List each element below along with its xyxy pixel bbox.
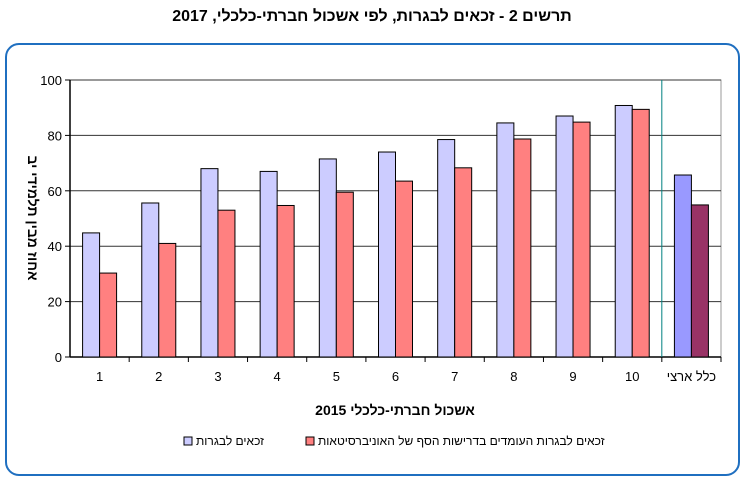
bar-eligible [437,139,456,358]
x-tick-label: 2 [155,369,162,384]
x-tick-label: 1 [96,369,103,384]
bar-eligible [259,170,278,358]
bar-threshold [335,191,354,358]
bar-threshold [631,108,650,358]
x-tick-label: 4 [274,369,281,384]
x-tick-label: 6 [392,369,399,384]
bar-eligible [141,202,160,358]
legend-label-threshold: זכאים לבגרות העומדים בדרישות הסף של האונ… [318,434,605,448]
legend-label-eligible: זכאים לבגרות [196,434,264,448]
bar-threshold [395,180,413,358]
y-tick-label: 20 [48,295,62,310]
bar-eligible [82,232,101,358]
bar-threshold [513,138,532,358]
x-tick-label: 3 [214,369,221,384]
x-tick-label: כלל ארצי [667,369,717,384]
y-tick-label: 40 [48,239,62,254]
y-tick-label: 80 [48,128,62,143]
bar-threshold [276,204,295,358]
bar-eligible [496,122,515,358]
bar-eligible [378,151,396,358]
bar-eligible [673,174,692,358]
bar-eligible [555,115,574,358]
bar-threshold [454,167,473,358]
x-axis-title: אשכול חברתי-כלכלי 2015 [315,402,475,418]
bar-eligible [614,104,633,358]
x-tick-label: 5 [333,369,340,384]
chart-frame [5,43,740,476]
legend-swatch-threshold [305,436,315,446]
bar-threshold [690,204,709,358]
y-axis-title: אחוז מבין תלמידי יב [25,155,41,281]
bar-threshold [158,242,177,358]
x-tick-label: 8 [510,369,517,384]
y-tick-label: 60 [48,184,62,199]
x-tick-label: 9 [569,369,576,384]
bar-eligible [200,168,219,358]
bar-threshold [217,209,236,358]
y-tick-label: 100 [40,73,62,88]
bar-threshold [572,121,591,358]
y-tick-label: 0 [55,350,62,365]
legend-swatch-eligible [183,436,193,446]
bar-threshold [99,272,118,358]
x-tick-label: 10 [625,369,639,384]
bar-eligible [318,158,337,358]
chart-title: תרשים 2 - זכאים לבגרות, לפי אשכול חברתי-… [172,8,572,25]
x-tick-label: 7 [451,369,458,384]
